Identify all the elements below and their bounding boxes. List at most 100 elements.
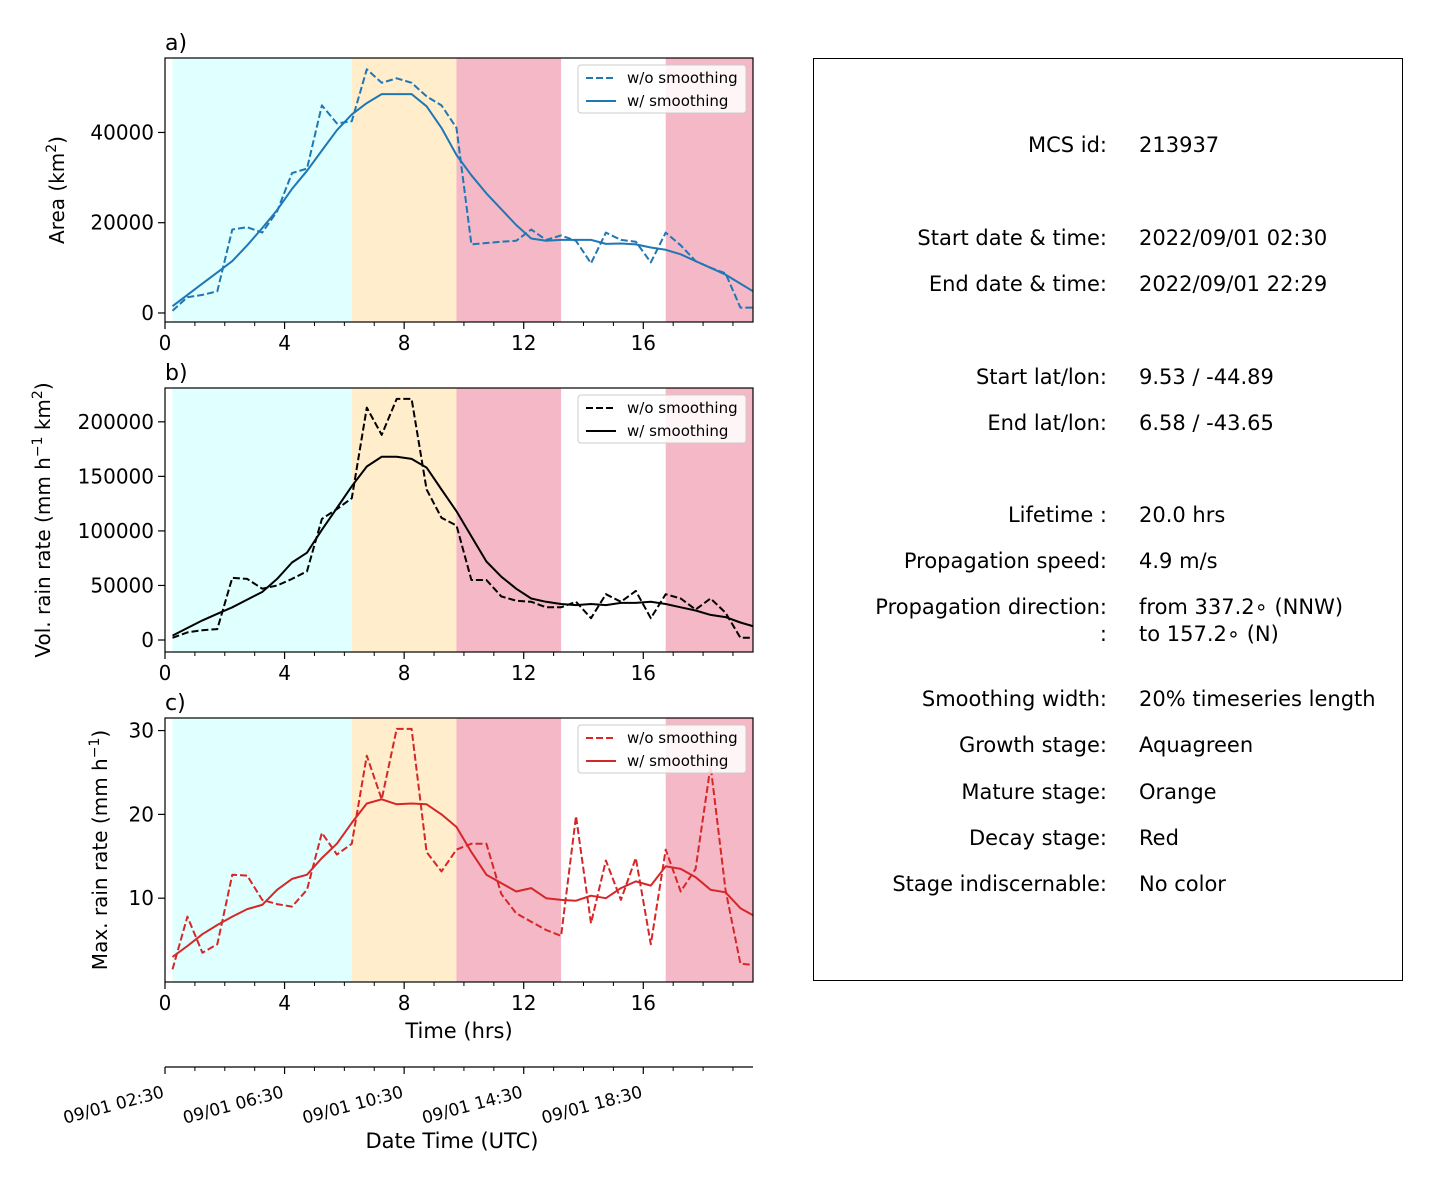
stage-span: [351, 718, 457, 982]
legend-entry: w/o smoothing: [627, 69, 738, 87]
series-line-raw: [172, 397, 753, 639]
panel-label: b): [165, 361, 188, 386]
info-label: Start date & time:: [917, 226, 1107, 250]
label-text: ): [45, 136, 69, 144]
info-label: Growth stage:: [958, 733, 1107, 757]
date-tick-label: 09/01 10:30: [300, 1083, 405, 1129]
y-tick-label: 100000: [78, 519, 154, 543]
series-line-smoothed: [171, 798, 753, 958]
axes-frame: [164, 57, 754, 323]
panel-3: 0 4 8 12 16 10 20 30 c) Max. rain rate (mm h−1) w/…: [87, 691, 754, 1043]
stage-span: [351, 58, 457, 322]
label-superscript: 2: [44, 144, 60, 153]
y-axis-label: Max. rain rate (mm h−1): [87, 730, 112, 970]
y-tick-label: 10: [129, 886, 154, 910]
panel-label: a): [165, 31, 187, 56]
date-tick-label: 09/01 18:30: [540, 1083, 645, 1129]
info-value: 9.53 / -44.89: [1139, 365, 1274, 389]
x-tick-label: 4: [278, 331, 291, 355]
legend-entry: w/ smoothing: [627, 92, 728, 110]
x-tick-label: 12: [511, 991, 536, 1015]
axes-frame: [164, 717, 754, 983]
info-label: End date & time:: [928, 272, 1107, 296]
legend-box: [577, 64, 747, 114]
y-tick-label: 20: [129, 802, 154, 826]
x-tick-label: 12: [511, 661, 536, 685]
stage-span: [456, 388, 562, 652]
label-text: Max. rain rate (mm h: [88, 758, 112, 970]
y-tick-label: 150000: [78, 464, 154, 488]
x-tick-label: 16: [631, 661, 656, 685]
y-tick-label: 0: [141, 301, 154, 325]
info-label: MCS id:: [1027, 133, 1107, 157]
x-tick-label: 8: [398, 331, 411, 355]
x-axis-label: Time (hrs): [404, 1019, 512, 1043]
info-value: to 157.2∘ (N): [1139, 622, 1279, 646]
x-tick-label: 0: [159, 661, 172, 685]
info-label: Propagation direction:: [875, 595, 1107, 619]
stage-span: [351, 388, 457, 652]
stage-span: [172, 718, 352, 982]
label-superscript: 2: [30, 390, 46, 399]
info-value: Red: [1139, 826, 1179, 850]
legend-entry: w/ smoothing: [627, 422, 728, 440]
legend-entry: w/ smoothing: [627, 752, 728, 770]
date-tick-label: 09/01 02:30: [61, 1083, 166, 1129]
info-label: Lifetime :: [1007, 503, 1107, 527]
legend-entry: w/o smoothing: [627, 729, 738, 747]
stage-span: [456, 58, 562, 322]
date-tick-label: 09/01 14:30: [420, 1083, 525, 1129]
x-tick-label: 0: [159, 331, 172, 355]
info-value: 6.58 / -43.65: [1139, 411, 1274, 435]
legend-box: [577, 394, 747, 444]
x-tick-label: 8: [398, 661, 411, 685]
date-tick-label: 09/01 06:30: [181, 1083, 286, 1129]
panel-2: 0 4 8 12 16 0 50000 100000 150000 200000 b) Vol. ra…: [30, 361, 754, 685]
panel-1: 0 4 8 12 16 0 20000 40000 a) Area (km2) w/o smooth…: [44, 31, 754, 355]
label-superscript: −1: [87, 738, 103, 759]
info-label: Start lat/lon:: [975, 365, 1107, 389]
date-axis-label: Date Time (UTC): [366, 1129, 539, 1153]
info-label: Mature stage:: [961, 780, 1107, 804]
stage-span: [172, 58, 352, 322]
series-line-raw: [171, 68, 753, 312]
x-tick-label: 16: [631, 331, 656, 355]
label-text: Vol. rain rate (mm h: [31, 457, 55, 658]
info-label: Decay stage:: [969, 826, 1107, 850]
stage-span: [172, 388, 352, 652]
info-label: Smoothing width:: [921, 687, 1107, 711]
y-tick-label: 50000: [90, 573, 154, 597]
date-axis: 09/01 02:30 09/01 06:30 09/01 10:30 09/01 1…: [61, 1066, 753, 1153]
info-value: 20.0 hrs: [1139, 503, 1226, 527]
y-tick-label: 20000: [90, 211, 154, 235]
x-tick-label: 8: [398, 991, 411, 1015]
label-text: Area (km: [45, 153, 69, 244]
y-tick-label: 40000: [90, 120, 154, 144]
series-line-smoothed: [172, 455, 753, 637]
info-value: from 337.2∘ (NNW): [1139, 595, 1344, 619]
label-text: km: [31, 399, 55, 436]
y-tick-label: 30: [129, 719, 154, 743]
info-label: Propagation speed:: [903, 549, 1107, 573]
axes-frame: [164, 387, 754, 653]
x-tick-label: 16: [631, 991, 656, 1015]
legend-box: [577, 724, 747, 774]
info-panel: MCS id: 213937 Start date & time: 2022/09/0…: [813, 58, 1403, 981]
info-value: 20% timeseries length: [1139, 687, 1376, 711]
label-superscript: −1: [30, 437, 46, 458]
label-text: ): [88, 730, 112, 738]
info-value: No color: [1139, 872, 1226, 896]
info-value: Aquagreen: [1139, 733, 1254, 757]
x-tick-label: 12: [511, 331, 536, 355]
info-label: :: [1099, 622, 1107, 646]
x-tick-label: 0: [159, 991, 172, 1015]
label-text: ): [31, 382, 55, 390]
x-tick-label: 4: [278, 661, 291, 685]
y-tick-label: 0: [141, 628, 154, 652]
y-axis-label: Vol. rain rate (mm h−1 km2): [30, 382, 55, 657]
panel-label: c): [165, 691, 186, 716]
series-line-raw: [171, 727, 753, 970]
info-value: 2022/09/01 22:29: [1139, 272, 1328, 296]
info-value: 2022/09/01 02:30: [1139, 226, 1328, 250]
